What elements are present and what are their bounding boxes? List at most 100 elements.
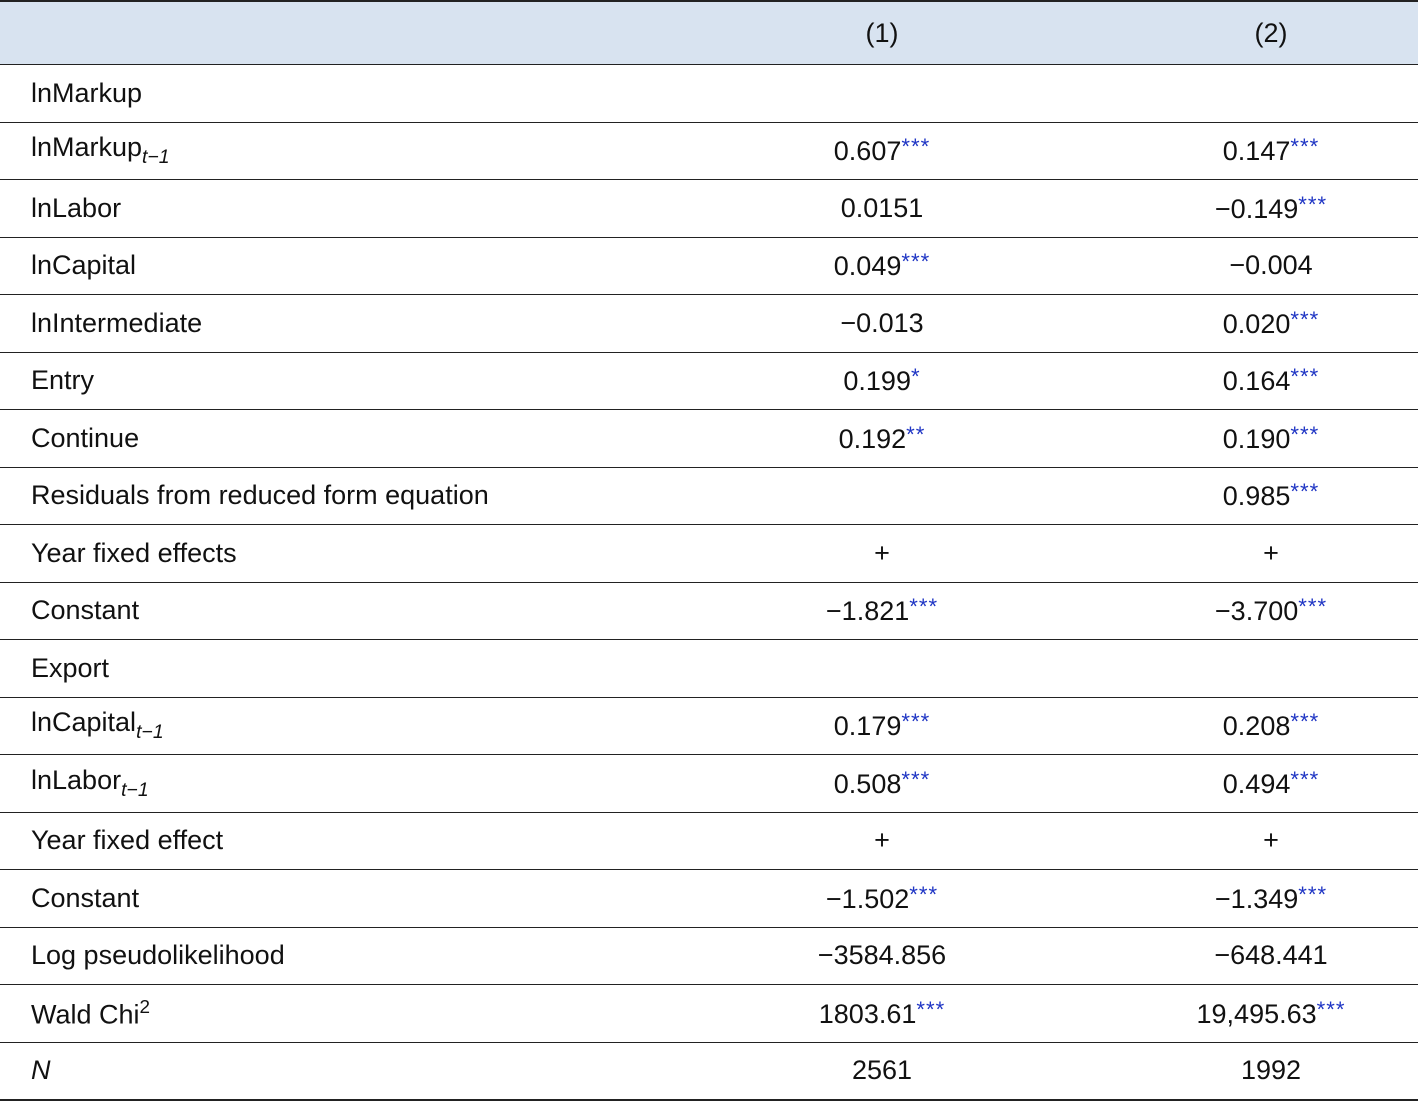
cell-col1: 0.199* — [640, 352, 1124, 410]
row-label-subscript: t−1 — [142, 146, 170, 169]
cell-col2: 0.985*** — [1124, 467, 1418, 525]
row-label-text: lnLabor — [31, 764, 122, 795]
table-row: lnCapital 0.049*** −0.004 — [0, 237, 1418, 295]
cell-col2: −0.149*** — [1124, 179, 1418, 238]
cell-col1 — [640, 467, 1124, 525]
cell-col2 — [1124, 64, 1418, 123]
table-row: Log pseudolikelihood −3584.856 −648.441 — [0, 927, 1418, 985]
row-label: lnCapitalt−1 — [0, 697, 640, 755]
cell-value: 0.494 — [1222, 768, 1291, 799]
table-row: lnMarkup — [0, 64, 1418, 123]
row-label: Continue — [0, 409, 640, 468]
cell-value: 0.607 — [833, 136, 902, 167]
row-label-text: Export — [31, 652, 110, 683]
table-body: lnMarkup lnMarkupt−1 0.607*** 0.147*** lnLab… — [0, 64, 1418, 1101]
row-label-text: Continue — [31, 422, 140, 453]
cell-value: 0.508 — [833, 768, 902, 799]
table-row: Year fixed effects + + — [0, 524, 1418, 583]
cell-value: −1.502 — [825, 883, 910, 914]
row-label-text: Year fixed effects — [31, 537, 237, 568]
cell-col1: 0.049*** — [640, 237, 1124, 295]
cell-value: 0.192 — [838, 423, 907, 454]
cell-value: −1.349 — [1214, 883, 1299, 914]
cell-value: 0.190 — [1222, 423, 1291, 454]
cell-col1: 0.508*** — [640, 754, 1124, 813]
cell-col2: 0.147*** — [1124, 122, 1418, 180]
significance-stars: *** — [901, 134, 931, 160]
row-label: Residuals from reduced form equation — [0, 467, 640, 525]
row-label-text: Constant — [31, 882, 140, 913]
cell-value: 0.179 — [833, 711, 902, 742]
cell-col1: 0.0151 — [640, 179, 1124, 238]
row-label-superscript: 2 — [139, 996, 151, 1018]
cell-value: −3584.856 — [817, 940, 947, 971]
row-label-text: Log pseudolikelihood — [31, 940, 285, 971]
cell-col2: + — [1124, 812, 1418, 870]
cell-col2: −3.700*** — [1124, 582, 1418, 640]
row-label: lnIntermediate — [0, 294, 640, 353]
cell-value: −0.013 — [840, 307, 924, 338]
row-label: lnMarkup — [0, 64, 640, 123]
row-label: lnLabor — [0, 179, 640, 238]
cell-col2: 0.164*** — [1124, 352, 1418, 410]
row-label: Log pseudolikelihood — [0, 927, 640, 985]
significance-stars: *** — [1290, 364, 1320, 390]
table-row: Constant −1.821*** −3.700*** — [0, 582, 1418, 640]
row-label-text: N — [31, 1055, 51, 1086]
cell-col1 — [640, 639, 1124, 698]
significance-stars: *** — [909, 881, 939, 907]
cell-col2: 19,495.63*** — [1124, 984, 1418, 1043]
table-row: lnMarkupt−1 0.607*** 0.147*** — [0, 122, 1418, 180]
cell-col1: −0.013 — [640, 294, 1124, 353]
cell-col2: −1.349*** — [1124, 869, 1418, 928]
cell-col2: 0.494*** — [1124, 754, 1418, 813]
significance-stars: *** — [901, 249, 931, 275]
cell-value: 0.985 — [1222, 481, 1291, 512]
cell-value: + — [1263, 537, 1279, 568]
row-label: N — [0, 1042, 640, 1101]
cell-col1: −3584.856 — [640, 927, 1124, 985]
significance-stars: *** — [1298, 594, 1328, 620]
significance-stars: *** — [1290, 134, 1320, 160]
row-label-text: Constant — [31, 595, 140, 626]
row-label: Year fixed effect — [0, 812, 640, 870]
cell-col2: 0.020*** — [1124, 294, 1418, 353]
row-label-text: lnCapital — [31, 707, 137, 738]
table-row: Constant −1.502*** −1.349*** — [0, 869, 1418, 928]
cell-value: 1992 — [1240, 1055, 1302, 1086]
row-label: lnLabort−1 — [0, 754, 640, 813]
significance-stars: *** — [1290, 421, 1320, 447]
cell-col2: −648.441 — [1124, 927, 1418, 985]
cell-col1: 0.179*** — [640, 697, 1124, 755]
row-label-subscript: t−1 — [136, 721, 164, 744]
cell-value: + — [874, 825, 890, 856]
table-row: Export — [0, 639, 1418, 698]
table-row: Entry 0.199* 0.164*** — [0, 352, 1418, 410]
row-label-subscript: t−1 — [121, 778, 149, 801]
significance-stars: ** — [906, 421, 926, 447]
cell-value: 1803.61 — [818, 998, 917, 1029]
significance-stars: *** — [1290, 479, 1320, 505]
cell-value: −1.821 — [825, 596, 910, 627]
table-row: N 2561 1992 — [0, 1042, 1418, 1101]
row-label: Constant — [0, 582, 640, 640]
cell-col1: −1.821*** — [640, 582, 1124, 640]
row-label-text: Year fixed effect — [31, 825, 224, 856]
row-label-text: lnLabor — [31, 192, 122, 223]
cell-value: + — [1263, 825, 1279, 856]
table-row: lnLabort−1 0.508*** 0.494*** — [0, 754, 1418, 813]
cell-col2: 0.208*** — [1124, 697, 1418, 755]
significance-stars: *** — [909, 594, 939, 620]
cell-value: 0.147 — [1222, 136, 1291, 167]
header-row: (1) (2) — [0, 0, 1418, 65]
cell-value: 2561 — [851, 1055, 913, 1086]
cell-value: 0.164 — [1222, 366, 1291, 397]
cell-col1: + — [640, 812, 1124, 870]
row-label: Wald Chi2 — [0, 984, 640, 1043]
significance-stars: *** — [1290, 306, 1320, 332]
cell-value: −648.441 — [1214, 940, 1328, 971]
row-label-text: Wald Chi — [31, 998, 140, 1029]
cell-col1: 0.607*** — [640, 122, 1124, 180]
cell-col1 — [640, 64, 1124, 123]
